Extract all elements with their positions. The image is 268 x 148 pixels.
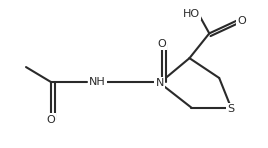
Text: S: S <box>228 104 235 114</box>
Text: HO: HO <box>183 9 200 18</box>
Text: O: O <box>157 39 166 49</box>
Text: NH: NH <box>89 77 106 87</box>
Text: O: O <box>46 115 55 125</box>
Text: O: O <box>238 16 246 25</box>
Text: N: N <box>155 78 164 88</box>
